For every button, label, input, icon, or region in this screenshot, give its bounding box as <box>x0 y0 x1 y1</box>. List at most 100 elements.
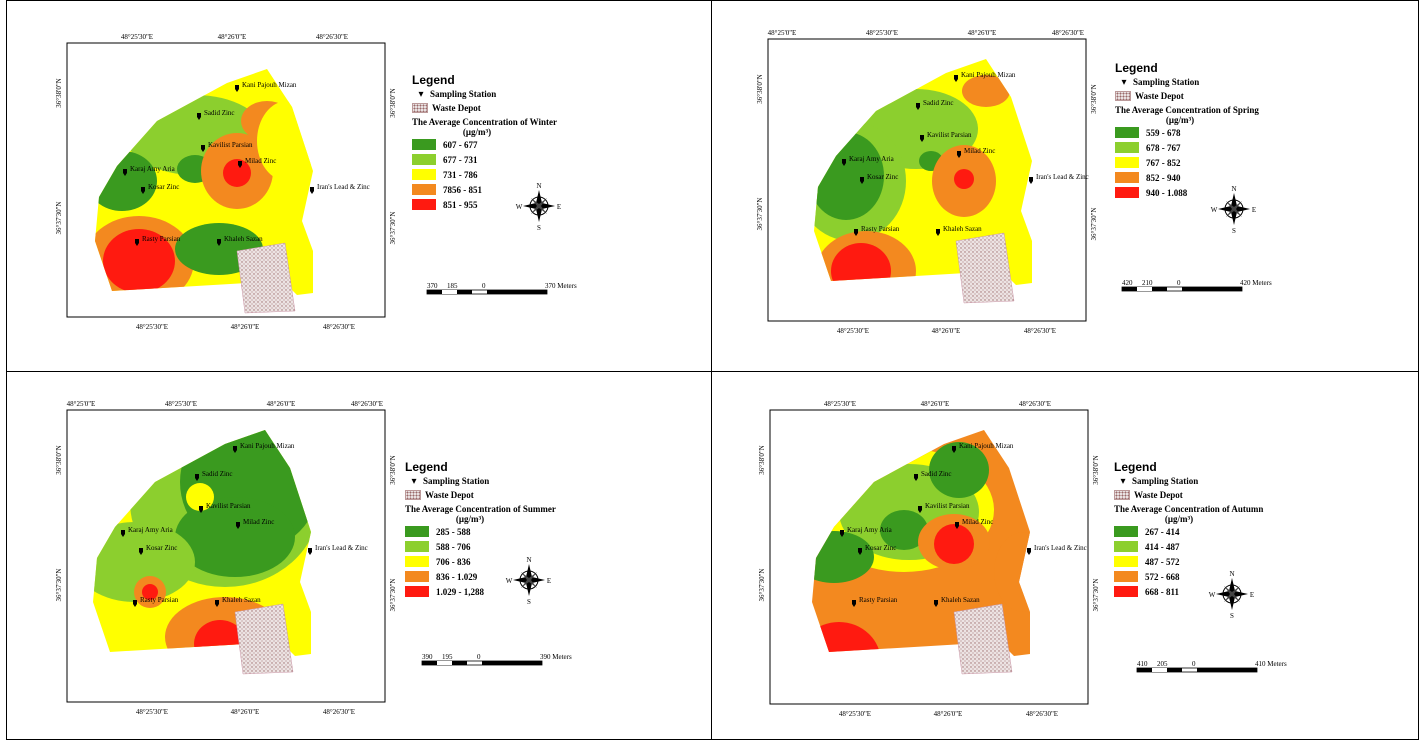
station-label: Kani Pajouh Mizan <box>961 71 1016 79</box>
legend-waste-depot: Waste Depot <box>1115 89 1259 103</box>
top-tick-label: 48°26'0"E <box>968 29 997 37</box>
concentration-zone <box>934 524 974 564</box>
class-range: 836 - 1.029 <box>436 571 478 582</box>
compass-n-label: N <box>526 556 531 564</box>
class-range: 767 - 852 <box>1146 157 1181 168</box>
sampling-station-marker <box>860 177 864 184</box>
waste-depot-swatch <box>1114 490 1130 500</box>
top-tick-label: 48°26'0"E <box>921 400 950 408</box>
north-arrow-icon: N S E W <box>1209 570 1254 620</box>
bottom-tick-label: 48°25'30"E <box>136 708 168 716</box>
right-tick-label: 36°38'0"N <box>1090 84 1098 113</box>
left-tick-label: 36°37'30"N <box>55 202 63 235</box>
north-arrow-icon: N S E W <box>1211 185 1256 235</box>
scale-label: 420 <box>1122 279 1133 287</box>
bottom-tick-label: 48°26'30"E <box>323 708 355 716</box>
legend-class-row: 487 - 572 <box>1114 554 1263 569</box>
concentration-zone <box>929 442 989 498</box>
sampling-station-marker <box>934 600 938 607</box>
legend-season-title: The Average Concentration of Spring <box>1115 105 1259 115</box>
sampling-station-marker <box>1027 548 1031 555</box>
station-label: Kani Pajouh Mizan <box>959 442 1014 450</box>
station-label: Kosar Zinc <box>865 544 896 552</box>
compass-w-label: W <box>516 203 523 211</box>
class-range: 285 - 588 <box>436 526 471 537</box>
waste-depot <box>234 603 294 675</box>
scale-label: 195 <box>442 653 453 661</box>
legend-class-row: 836 - 1.029 <box>405 569 556 584</box>
waste-depot <box>955 232 1015 304</box>
top-tick-label: 48°26'0"E <box>267 400 296 408</box>
station-label: Karaj Amy Aria <box>847 526 893 534</box>
sampling-station-marker <box>954 75 958 82</box>
sampling-station-marker <box>957 151 961 158</box>
top-tick-label: 48°25'30"E <box>824 400 856 408</box>
compass-w-label: W <box>1211 206 1218 214</box>
map-legend: Legend ▾ Sampling Station Waste Depot The Av… <box>405 460 556 599</box>
north-arrow-icon: N S E W <box>506 556 551 606</box>
left-tick-label: 36°38'0"N <box>758 445 766 474</box>
concentration-zone <box>186 483 214 511</box>
concentration-zone <box>962 75 1010 107</box>
station-label: Kavilist Parsian <box>206 502 251 510</box>
scale-bar: 410 205 0 410 Meters <box>1136 660 1287 673</box>
scale-label: 210 <box>1142 279 1153 287</box>
legend-class-row: 852 - 940 <box>1115 170 1259 185</box>
compass-e-label: E <box>557 203 561 211</box>
legend-waste-depot: Waste Depot <box>405 488 556 502</box>
map-panel-spring: 48°25'0"E 48°25'30"E 48°26'0"E 48°26'30"E 48… <box>711 0 1419 372</box>
sampling-station-marker <box>201 145 205 152</box>
concentration-zone <box>194 620 246 656</box>
waste-depot <box>953 603 1013 675</box>
sampling-station-marker <box>955 522 959 529</box>
class-range: 706 - 836 <box>436 556 471 567</box>
left-tick-label: 36°38'0"N <box>55 445 63 474</box>
class-swatch <box>405 571 429 582</box>
map-svg: 48°25'30"E 48°26'0"E 48°26'30"E 48°25'30"E 4… <box>758 400 1287 718</box>
compass-s-label: S <box>527 598 531 606</box>
sampling-station-marker <box>197 113 201 120</box>
sampling-station-marker <box>199 506 203 513</box>
sampling-station-marker <box>918 506 922 513</box>
class-range: 7856 - 851 <box>443 184 482 195</box>
scale-label: 370 Meters <box>545 282 577 290</box>
legend-season-title: The Average Concentration of Winter <box>412 117 557 127</box>
legend-class-row: 559 - 678 <box>1115 125 1259 140</box>
sampling-station-marker <box>840 530 844 537</box>
station-label: Rasty Parsian <box>859 596 898 604</box>
sampling-station-marker <box>308 548 312 555</box>
legend-class-row: 767 - 852 <box>1115 155 1259 170</box>
concentration-map: Kani Pajouh Mizan Sadid Zinc Kavilist Pars… <box>93 430 368 675</box>
sampling-station-marker <box>141 187 145 194</box>
scale-label: 0 <box>1192 660 1196 668</box>
compass-w-label: W <box>1209 591 1216 599</box>
station-marker-icon: ▾ <box>418 88 424 100</box>
compass-s-label: S <box>537 224 541 232</box>
top-tick-label: 48°25'30"E <box>121 33 153 41</box>
right-tick-label: 36°37'30"N <box>1092 579 1100 612</box>
class-swatch <box>412 154 436 165</box>
station-label: Karaj Amy Aria <box>128 526 174 534</box>
bottom-tick-label: 48°26'30"E <box>1026 710 1058 718</box>
station-label: Milad Zinc <box>245 157 276 165</box>
top-tick-label: 48°25'0"E <box>768 29 797 37</box>
station-label: Kavilist Parsian <box>927 131 972 139</box>
left-tick-label: 36°37'30"N <box>55 569 63 602</box>
sampling-station-marker <box>195 474 199 481</box>
scale-label: 390 Meters <box>540 653 572 661</box>
station-label: Sadid Zinc <box>204 109 235 117</box>
top-tick-label: 48°26'30"E <box>316 33 348 41</box>
scale-bar: 420 210 0 420 Meters <box>1121 279 1272 292</box>
top-tick-label: 48°26'0"E <box>218 33 247 41</box>
legend-class-row: 267 - 414 <box>1114 524 1263 539</box>
class-range: 559 - 678 <box>1146 127 1181 138</box>
station-label: Iran's Lead & Zinc <box>1036 173 1089 181</box>
legend-sampling-station: ▾ Sampling Station <box>405 474 556 488</box>
left-tick-label: 36°37'30"N <box>758 569 766 602</box>
concentration-zone <box>175 497 295 577</box>
class-swatch <box>1114 526 1138 537</box>
map-legend: Legend ▾ Sampling Station Waste Depot The Av… <box>412 73 557 212</box>
sampling-station-marker <box>936 229 940 236</box>
waste-depot-swatch <box>405 490 421 500</box>
legend-title: Legend <box>1114 460 1157 474</box>
